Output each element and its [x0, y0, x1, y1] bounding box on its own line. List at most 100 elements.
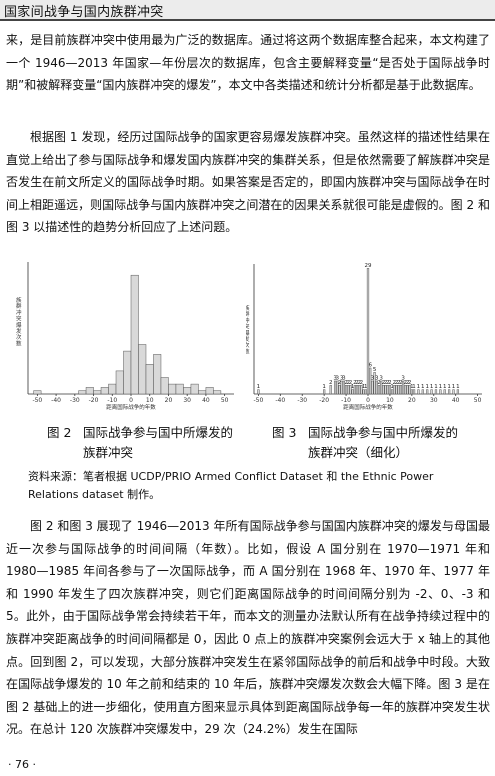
paragraph-intro: 来，是目前族群冲突中使用最为广泛的数据库。通过将这两个数据库整合起来，本文构建了…	[6, 33, 490, 93]
bar-data-label: 1	[257, 384, 261, 390]
histogram-bar	[421, 389, 424, 395]
histogram-bar	[175, 383, 184, 395]
histogram-bar	[410, 389, 413, 395]
histogram-bar	[198, 390, 207, 395]
running-header: 国家间战争与国内族群冲突	[0, 0, 495, 21]
paragraph-analysis: 图 2 和图 3 展现了 1946—2013 年所有国际战争参与国国内族群冲突的…	[6, 519, 490, 737]
bar-data-label: 1	[447, 384, 451, 390]
histogram-bar	[401, 380, 405, 395]
histogram-bar	[384, 385, 387, 395]
figure-3-caption: 图 3 国际战争参与国中所爆发的 族群冲突（细化）	[272, 423, 492, 463]
histogram-bar	[349, 385, 352, 395]
histogram-bar	[115, 370, 124, 395]
figure-3-caption-line2: 族群冲突（细化）	[308, 445, 409, 460]
histogram-bar	[386, 385, 389, 395]
histogram-bar	[344, 385, 348, 395]
x-tick-label: -20	[319, 397, 329, 404]
bar-data-label: 3	[379, 376, 383, 382]
x-tick-label: 30	[430, 397, 438, 404]
x-tick-label: 20	[165, 397, 173, 404]
histogram-bar	[213, 390, 222, 395]
histogram-bar	[351, 389, 354, 395]
histogram-bar	[347, 385, 350, 395]
figure-2-histogram: -50 -40 -30 -20 -10 0 10 20 30 40 50 族群冲突爆发次数距离国际战争…	[16, 262, 234, 411]
x-axis-label: 距离国际战争的年数	[343, 403, 393, 411]
bar-data-label: 1	[412, 384, 416, 390]
histogram-bar	[257, 389, 260, 395]
bar-data-label: 3	[333, 376, 337, 382]
histogram-bar	[333, 380, 337, 395]
histogram-bar	[373, 372, 376, 395]
histogram-bar	[443, 389, 446, 395]
histogram-bar	[393, 385, 396, 395]
histogram-bar	[183, 387, 192, 395]
bar-data-label: 2	[384, 380, 388, 386]
histogram-bar	[426, 389, 429, 395]
histogram-bar	[366, 268, 370, 395]
histogram-bar	[123, 350, 132, 395]
figure-3-caption-line1: 国际战争参与国中所爆发的	[308, 425, 459, 440]
histogram-bar	[375, 380, 378, 395]
x-tick-label: -50	[253, 397, 263, 404]
histogram-bar	[338, 385, 341, 395]
histogram-bar	[85, 387, 94, 395]
x-tick-label: 10	[146, 397, 154, 404]
histogram-bar	[78, 390, 87, 395]
figure-3-histogram: -50 -40 -30 -20 -10 0 10 20 30 40 50 族群冲突爆发次数距离国际战争…	[246, 263, 482, 411]
histogram-bar	[395, 385, 398, 395]
histogram-bar	[205, 387, 214, 395]
histogram-bar	[93, 390, 102, 395]
histogram-bar	[371, 380, 374, 395]
bar-data-label: 3	[401, 376, 405, 382]
source-note: 资料来源：笔者根据 UCDP/PRIO Armed Conflict Datas…	[28, 470, 434, 501]
bar-data-label: 2	[404, 380, 408, 386]
histogram-bar	[447, 389, 451, 395]
y-axis-label: 族群冲突爆发次数	[16, 296, 22, 347]
bar-data-label: 1	[425, 384, 429, 390]
bar-data-label: 2	[353, 380, 357, 386]
x-tick-label: -50	[32, 397, 42, 404]
running-header-title: 国家间战争与国内族群冲突	[4, 5, 164, 20]
histogram-bar	[168, 383, 177, 395]
bar-data-label: 1	[452, 384, 456, 390]
bar-data-label: 29	[365, 263, 372, 269]
figure-2-caption: 图 2 国际战争参与国中所爆发的 族群冲突	[47, 423, 247, 463]
x-tick-label: 20	[408, 397, 416, 404]
x-tick-label: 10	[386, 397, 394, 404]
histogram-bar	[408, 385, 411, 395]
bar-data-label: 1	[439, 384, 443, 390]
bar-data-label: 2	[395, 380, 399, 386]
x-tick-label: -30	[70, 397, 80, 404]
histogram-bar	[406, 385, 409, 395]
bar-data-label: 5	[373, 367, 377, 373]
bar-data-label: 3	[371, 376, 375, 382]
bar-data-label: 6	[368, 363, 372, 369]
y-axis-label: 族群冲突爆发次数	[246, 304, 250, 355]
bar-data-label: 2	[386, 380, 390, 386]
histogram-bar	[417, 389, 420, 395]
histogram-bar	[369, 367, 372, 395]
bar-data-label: 2	[357, 380, 361, 386]
histogram-bar	[323, 389, 326, 395]
bar-data-label: 2	[360, 380, 364, 386]
histogram-bar	[342, 380, 346, 395]
histogram-bar	[153, 354, 162, 395]
x-tick-label: -20	[89, 397, 99, 404]
histogram-bar	[360, 385, 363, 395]
histogram-bar	[33, 390, 42, 395]
x-tick-label: 50	[474, 397, 482, 404]
bar-data-label: 2	[399, 380, 403, 386]
histogram-bar	[380, 380, 383, 395]
bar-data-label: 1	[351, 384, 355, 390]
histogram-bar	[390, 389, 394, 395]
histogram-bar	[397, 385, 400, 395]
histogram-bar	[434, 389, 438, 395]
x-tick-label: 30	[183, 397, 191, 404]
histogram-bar	[358, 385, 361, 395]
bar-data-label: 3	[340, 376, 344, 382]
x-tick-label: 40	[202, 397, 210, 404]
bar-data-label: 1	[421, 384, 425, 390]
figure-2-caption-line2: 族群冲突	[83, 445, 134, 460]
histogram-bar	[377, 385, 381, 395]
figure-3-number: 图 3	[272, 425, 297, 440]
